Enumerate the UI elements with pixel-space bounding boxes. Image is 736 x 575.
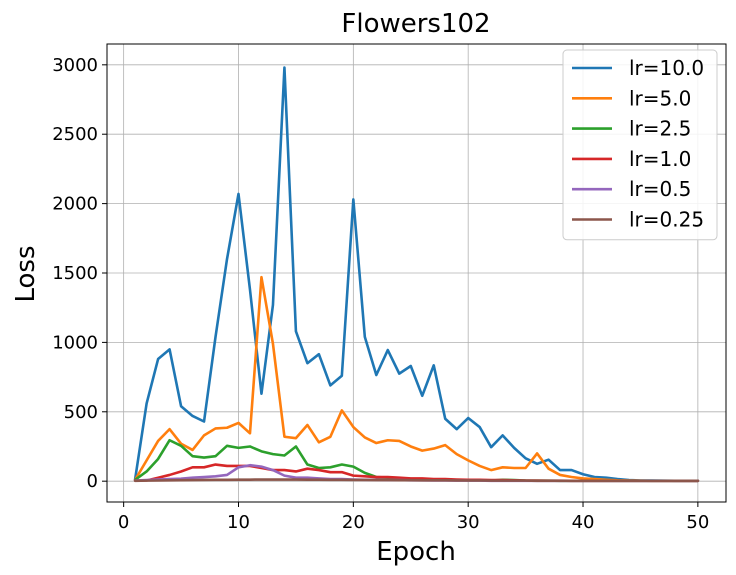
y-tick-label: 500: [64, 402, 98, 423]
y-axis-label: Loss: [11, 245, 41, 302]
legend-label: lr=0.5: [629, 177, 691, 201]
x-tick-label: 40: [572, 512, 595, 533]
legend-label: lr=0.25: [629, 208, 704, 232]
legend-label: lr=10.0: [629, 56, 704, 80]
y-tick-label: 2500: [52, 124, 98, 145]
x-tick-label: 30: [457, 512, 480, 533]
legend-label: lr=1.0: [629, 147, 691, 171]
y-tick-label: 1500: [52, 263, 98, 284]
legend: lr=10.0 lr=5.0 lr=2.5 lr=1.0 lr=0.5 lr=0.25: [562, 49, 718, 241]
legend-label: lr=5.0: [629, 86, 691, 110]
legend-label: lr=2.5: [629, 117, 691, 141]
series-line-5: [133, 478, 700, 483]
x-tick-label: 50: [686, 512, 709, 533]
y-tick-label: 1000: [52, 332, 98, 353]
series-line-0: [133, 66, 700, 483]
y-tick-label: 2000: [52, 194, 98, 215]
x-axis-label: Epoch: [376, 537, 456, 567]
x-tick-label: 0: [118, 512, 129, 533]
series-layer: [133, 66, 700, 483]
x-tick-label: 20: [342, 512, 365, 533]
y-tick-label: 3000: [52, 55, 98, 76]
chart-title: Flowers102: [341, 9, 490, 39]
x-tick-label: 10: [227, 512, 250, 533]
y-tick-label: 0: [87, 471, 98, 492]
